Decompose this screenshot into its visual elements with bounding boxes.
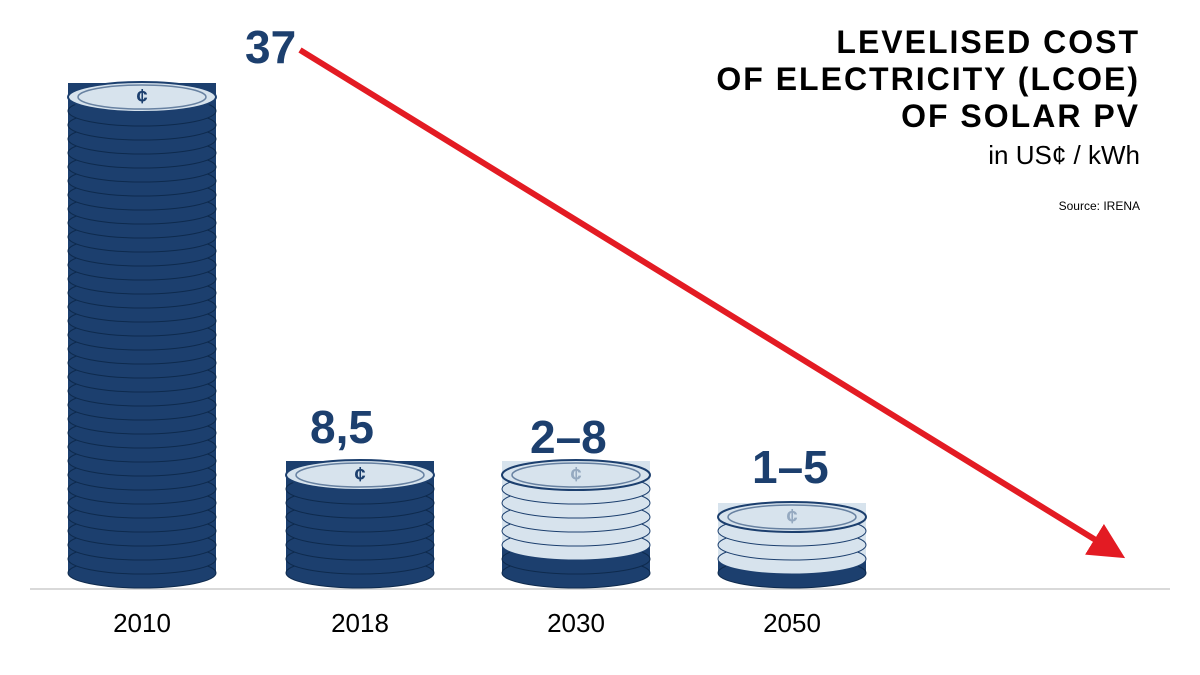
value-label: 37 xyxy=(245,20,296,74)
year-label: 2018 xyxy=(331,608,389,639)
coin-stack: ¢ xyxy=(284,458,436,590)
coin-stack: ¢ xyxy=(500,458,652,590)
cent-icon: ¢ xyxy=(786,506,797,528)
year-label: 2050 xyxy=(763,608,821,639)
title-line-2: OF ELECTRICITY (LCOE) xyxy=(716,61,1140,98)
title-line-3: OF SOLAR PV xyxy=(716,98,1140,135)
cent-icon: ¢ xyxy=(136,86,147,108)
title-subtitle: in US¢ / kWh xyxy=(716,140,1140,171)
coin-stack: ¢ xyxy=(66,80,218,590)
chart-title: LEVELISED COST OF ELECTRICITY (LCOE) OF … xyxy=(716,24,1140,213)
value-label: 8,5 xyxy=(310,400,374,454)
title-line-1: LEVELISED COST xyxy=(716,24,1140,61)
year-label: 2010 xyxy=(113,608,171,639)
coin-stack: ¢ xyxy=(716,500,868,590)
year-label: 2030 xyxy=(547,608,605,639)
value-label: 1–5 xyxy=(752,440,829,494)
cent-icon: ¢ xyxy=(354,464,365,486)
source-label: Source: IRENA xyxy=(716,199,1140,213)
value-label: 2–8 xyxy=(530,410,607,464)
cent-icon: ¢ xyxy=(570,464,581,486)
